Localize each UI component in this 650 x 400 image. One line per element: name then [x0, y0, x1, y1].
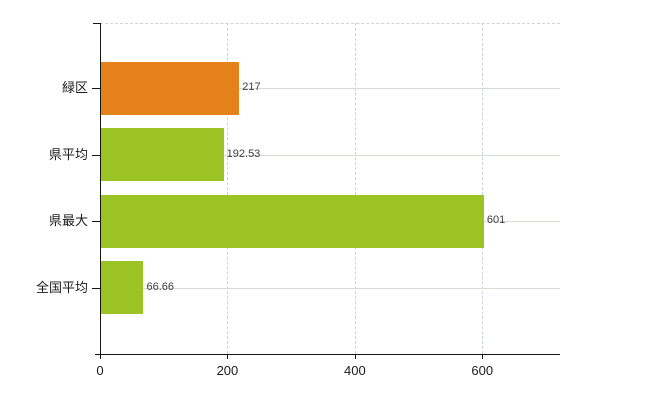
horizontal-gridline: [100, 287, 560, 289]
x-tick-label: 0: [96, 363, 104, 378]
x-tick-label: 200: [216, 363, 239, 378]
bar-value-label: 601: [486, 214, 506, 227]
x-axis-tick: [354, 354, 356, 359]
category-tick: [92, 221, 100, 223]
category-tick: [92, 154, 100, 156]
category-label: 全国平均: [35, 279, 88, 295]
bar-value-label: 217: [242, 81, 261, 93]
x-axis-tick: [100, 354, 101, 359]
bar-value-label: 192.53: [226, 147, 261, 160]
vertical-gridline: [482, 23, 484, 354]
y-axis-top-tick: [93, 23, 100, 24]
category-tick: [92, 287, 100, 289]
bar: [101, 128, 224, 182]
bar: [101, 194, 484, 248]
x-axis-line: [95, 354, 560, 355]
bar: [101, 261, 143, 315]
category-label: 緑区: [61, 80, 88, 95]
horizontal-gridline: [100, 154, 560, 156]
category-tick: [92, 88, 100, 89]
category-label: 県最大: [48, 213, 88, 229]
vertical-gridline: [227, 23, 229, 354]
bar-value-label: 66.66: [146, 280, 174, 293]
vertical-gridline: [354, 23, 356, 354]
x-tick-label: 600: [471, 363, 494, 378]
x-axis-tick: [482, 354, 484, 359]
x-axis-tick: [227, 354, 229, 359]
y-axis-line: [100, 23, 101, 354]
x-tick-label: 400: [343, 363, 366, 378]
category-label: 県平均: [48, 146, 88, 162]
bar: [101, 61, 239, 115]
horizontal-gridline: [100, 88, 560, 89]
plot-top-border: [100, 23, 560, 24]
